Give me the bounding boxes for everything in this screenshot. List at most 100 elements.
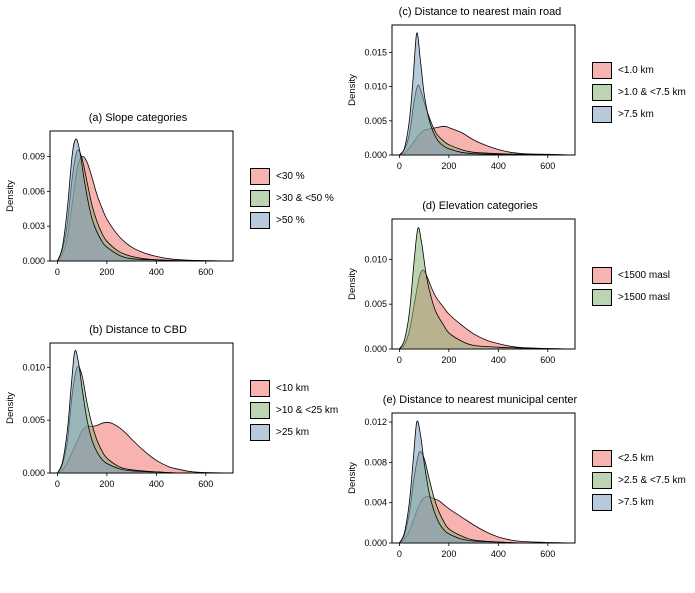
x-tick-label: 200 — [441, 549, 456, 559]
y-tick-label: 0.004 — [364, 498, 387, 508]
legend-swatch — [250, 212, 270, 229]
y-tick-label: 0.000 — [364, 150, 387, 160]
x-tick-label: 600 — [540, 161, 555, 171]
x-tick-label: 400 — [149, 267, 164, 277]
density-plot-b: 0 200 400 600 0.000 0.005 0.010 Density — [5, 342, 234, 489]
y-axis-label: Density — [5, 392, 16, 424]
y-tick-label: 0.010 — [22, 362, 45, 372]
legend-item: >7.5 km — [592, 494, 686, 511]
x-tick-label: 0 — [55, 479, 60, 489]
chart-title-d: (d) Elevation categories — [422, 200, 538, 212]
density-plot-e: 0 200 400 600 0.000 0.004 0.008 0.012 Density — [347, 412, 576, 559]
legend-d: <1500 masl >1500 masl — [592, 267, 670, 306]
density-area — [57, 350, 231, 474]
legend-swatch — [250, 402, 270, 419]
y-tick-label: 0.010 — [364, 254, 387, 264]
legend-label: <2.5 km — [618, 453, 654, 464]
y-axis-label: Density — [5, 180, 16, 212]
legend-swatch — [250, 424, 270, 441]
density-area — [399, 32, 573, 156]
chart-title-e: (e) Distance to nearest municipal center — [382, 394, 578, 406]
chart-d: (d) Elevation categories 0 200 400 600 0.000… — [346, 200, 584, 373]
x-tick-label: 200 — [99, 267, 114, 277]
y-tick-label: 0.015 — [364, 47, 387, 57]
legend-swatch — [592, 472, 612, 489]
y-tick-label: 0.000 — [22, 468, 45, 478]
y-tick-label: 0.006 — [22, 186, 45, 196]
x-tick-label: 200 — [441, 355, 456, 365]
legend-swatch — [250, 190, 270, 207]
legend-label: >2.5 & <7.5 km — [618, 475, 686, 486]
legend-item: >7.5 km — [592, 106, 686, 123]
chart-group-c: (c) Distance to nearest main road 0 200 40… — [346, 6, 686, 179]
y-tick-label: 0.000 — [22, 256, 45, 266]
legend-item: >1.0 & <7.5 km — [592, 84, 686, 101]
legend-swatch — [592, 84, 612, 101]
legend-item: <2.5 km — [592, 450, 686, 467]
x-tick-label: 400 — [491, 355, 506, 365]
x-tick-label: 200 — [441, 161, 456, 171]
legend-b: <10 km >10 & <25 km >25 km — [250, 380, 338, 441]
legend-swatch — [592, 106, 612, 123]
legend-item: >10 & <25 km — [250, 402, 338, 419]
legend-label: >50 % — [276, 215, 305, 226]
x-tick-label: 600 — [540, 355, 555, 365]
legend-item: >50 % — [250, 212, 334, 229]
legend-swatch — [592, 289, 612, 306]
density-area — [57, 138, 231, 262]
legend-item: <1500 masl — [592, 267, 670, 284]
x-tick-label: 600 — [540, 549, 555, 559]
chart-title-b: (b) Distance to CBD — [89, 324, 187, 336]
y-tick-label: 0.005 — [364, 299, 387, 309]
y-tick-label: 0.003 — [22, 221, 45, 231]
x-tick-label: 400 — [491, 161, 506, 171]
legend-item: <30 % — [250, 168, 334, 185]
legend-swatch — [592, 494, 612, 511]
legend-label: <10 km — [276, 383, 310, 394]
legend-swatch — [250, 380, 270, 397]
legend-swatch — [592, 62, 612, 79]
y-tick-label: 0.009 — [22, 152, 45, 162]
legend-label: <30 % — [276, 171, 305, 182]
legend-label: >10 & <25 km — [276, 405, 339, 416]
legend-label: <1500 masl — [618, 270, 670, 281]
x-tick-label: 400 — [491, 549, 506, 559]
chart-group-d: (d) Elevation categories 0 200 400 600 0.000… — [346, 200, 670, 373]
density-plot-c: 0 200 400 600 0.000 0.005 0.010 0.015 Density — [347, 24, 576, 171]
chart-e: (e) Distance to nearest municipal center… — [346, 394, 584, 567]
density-area — [399, 227, 573, 350]
chart-group-a: (a) Slope categories 0 200 400 600 0.000 0.00… — [4, 112, 334, 285]
legend-item: <10 km — [250, 380, 338, 397]
legend-label: <1.0 km — [618, 65, 654, 76]
legend-label: >1.0 & <7.5 km — [618, 87, 686, 98]
chart-group-e: (e) Distance to nearest municipal center… — [346, 394, 686, 567]
y-tick-label: 0.005 — [22, 415, 45, 425]
y-tick-label: 0.012 — [364, 417, 387, 427]
legend-swatch — [592, 267, 612, 284]
chart-title-c: (c) Distance to nearest main road — [398, 6, 562, 18]
legend-e: <2.5 km >2.5 & <7.5 km >7.5 km — [592, 450, 686, 511]
y-axis-label: Density — [347, 268, 358, 300]
chart-c: (c) Distance to nearest main road 0 200 40… — [346, 6, 584, 179]
y-axis-label: Density — [347, 74, 358, 106]
y-tick-label: 0.000 — [364, 344, 387, 354]
y-tick-label: 0.008 — [364, 457, 387, 467]
x-tick-label: 0 — [397, 355, 402, 365]
legend-a: <30 % >30 & <50 % >50 % — [250, 168, 334, 229]
legend-item: >30 & <50 % — [250, 190, 334, 207]
y-tick-label: 0.005 — [364, 116, 387, 126]
x-tick-label: 0 — [397, 549, 402, 559]
legend-label: >30 & <50 % — [276, 193, 334, 204]
chart-group-b: (b) Distance to CBD 0 200 400 600 0.000 0.005… — [4, 324, 338, 497]
legend-label: >7.5 km — [618, 497, 654, 508]
legend-item: >1500 masl — [592, 289, 670, 306]
density-plot-a: 0 200 400 600 0.000 0.003 0.006 0.009 Density — [5, 130, 234, 277]
legend-item: >25 km — [250, 424, 338, 441]
y-axis-label: Density — [347, 462, 358, 494]
x-tick-label: 600 — [198, 479, 213, 489]
legend-item: >2.5 & <7.5 km — [592, 472, 686, 489]
x-tick-label: 600 — [198, 267, 213, 277]
chart-title-a: (a) Slope categories — [88, 112, 188, 124]
y-tick-label: 0.010 — [364, 82, 387, 92]
density-plot-d: 0 200 400 600 0.000 0.005 0.010 Density — [347, 218, 576, 365]
